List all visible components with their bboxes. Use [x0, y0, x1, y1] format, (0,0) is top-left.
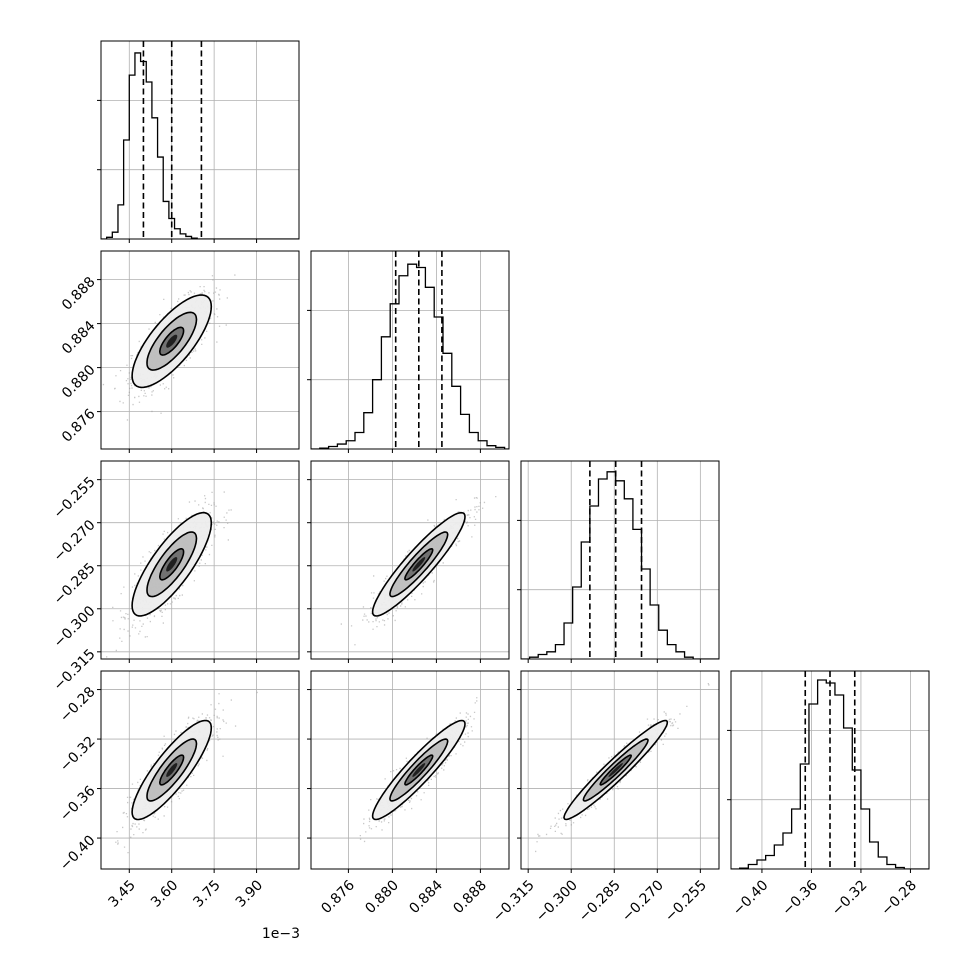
x-tick-label: 3.90: [233, 877, 266, 910]
axes-frame: [520, 670, 720, 870]
x-tick-label: −0.270: [619, 877, 667, 925]
axes-frame: [310, 460, 510, 660]
density-level-3: [412, 557, 426, 572]
contour-0: [131, 511, 213, 617]
y-tick-label: −0.36: [57, 783, 99, 825]
density-level-3: [412, 763, 426, 777]
axes-frame: [310, 670, 510, 870]
axes-frame: [520, 460, 720, 660]
panel-body: [101, 251, 299, 449]
x-tick-label: 3.60: [148, 877, 181, 910]
x-tick-label: −0.32: [829, 877, 871, 919]
axes-frame: [100, 670, 300, 870]
x-tick-label: −0.36: [779, 877, 821, 919]
contour-1: [146, 738, 198, 802]
contour-2: [158, 326, 185, 356]
y-tick-label: −0.40: [57, 832, 99, 874]
panel-2-0: [97, 460, 300, 663]
x-tick-label: −0.315: [490, 877, 538, 925]
y-tick-label: −0.32: [57, 733, 99, 775]
panel-body: [311, 671, 509, 869]
y-tick-label: 0.884: [59, 318, 99, 358]
axes-frame: [310, 250, 510, 450]
histogram-step-3: [731, 679, 929, 869]
x-tick-label: 0.884: [406, 877, 446, 917]
panel-body: [101, 461, 299, 659]
panel-3-2: [517, 670, 720, 873]
x-tick-label: −0.300: [533, 877, 581, 925]
contour-0: [131, 294, 213, 389]
x-tick-label: 3.75: [190, 877, 223, 910]
contour-2: [158, 548, 185, 581]
histogram-step-2: [521, 471, 719, 659]
x-tick-label: −0.28: [878, 877, 920, 919]
y-tick-label: −0.255: [51, 474, 99, 522]
contour-2: [404, 547, 434, 581]
y-tick-label: −0.300: [51, 603, 99, 651]
x-tick-label: 3.45: [106, 877, 139, 910]
y-tick-label: −0.315: [51, 646, 99, 694]
panel-body: [311, 251, 509, 449]
panel-body: [101, 41, 299, 239]
x-tick-label: −0.285: [576, 877, 624, 925]
axes-frame: [100, 460, 300, 660]
y-tick-label: 0.876: [59, 406, 99, 446]
panel-3-3: [727, 670, 930, 873]
contour-1: [146, 531, 198, 598]
panel-3-1: [307, 670, 510, 873]
x-tick-label: 0.876: [318, 877, 358, 917]
panel-body: [311, 461, 509, 659]
contour-0: [371, 511, 466, 617]
contour-1: [146, 311, 198, 371]
contour-0: [371, 719, 466, 821]
panel-0-0: [97, 40, 300, 243]
contour-2: [599, 754, 633, 786]
axes-frame: [100, 40, 300, 240]
x-tick-label: 0.888: [450, 877, 490, 917]
density-level-3: [166, 763, 178, 777]
tick-labels: 3.45 3.60 3.75 3.90 0.876 0.880 0.884 0.888 −0.3…: [51, 274, 920, 925]
axes-frame: [100, 250, 300, 450]
histogram-step-1: [311, 263, 509, 449]
plot-content: [97, 40, 930, 873]
x-tick-label: 0.880: [362, 877, 402, 917]
density-level-3: [166, 557, 178, 572]
contour-1: [389, 738, 449, 802]
y-tick-label: 0.880: [59, 362, 99, 402]
contour-2: [404, 754, 434, 786]
panel-body: [521, 671, 719, 869]
contour-0: [563, 719, 669, 821]
y-tick-label: −0.285: [51, 560, 99, 608]
panel-3-0: [97, 670, 300, 873]
density-level-3: [166, 334, 178, 348]
y-tick-label: 0.888: [59, 274, 99, 314]
contour-2: [158, 754, 185, 786]
contour-1: [389, 531, 449, 598]
panel-2-2: [517, 460, 720, 663]
panel-body: [521, 461, 719, 659]
panel-1-1: [307, 250, 510, 453]
contour-1: [582, 738, 649, 802]
y-tick-label: −0.270: [51, 517, 99, 565]
panel-2-1: [307, 460, 510, 663]
panel-1-0: [97, 250, 300, 453]
x-tick-label: −0.40: [730, 877, 772, 919]
panel-body: [101, 671, 299, 869]
histogram-step-0: [101, 52, 299, 239]
x-offset-label: 1e−3: [262, 926, 300, 942]
axes-frame: [730, 670, 930, 870]
contour-0: [131, 719, 213, 821]
density-level-3: [608, 763, 623, 777]
x-tick-label: −0.255: [662, 877, 710, 925]
panel-body: [731, 671, 929, 869]
